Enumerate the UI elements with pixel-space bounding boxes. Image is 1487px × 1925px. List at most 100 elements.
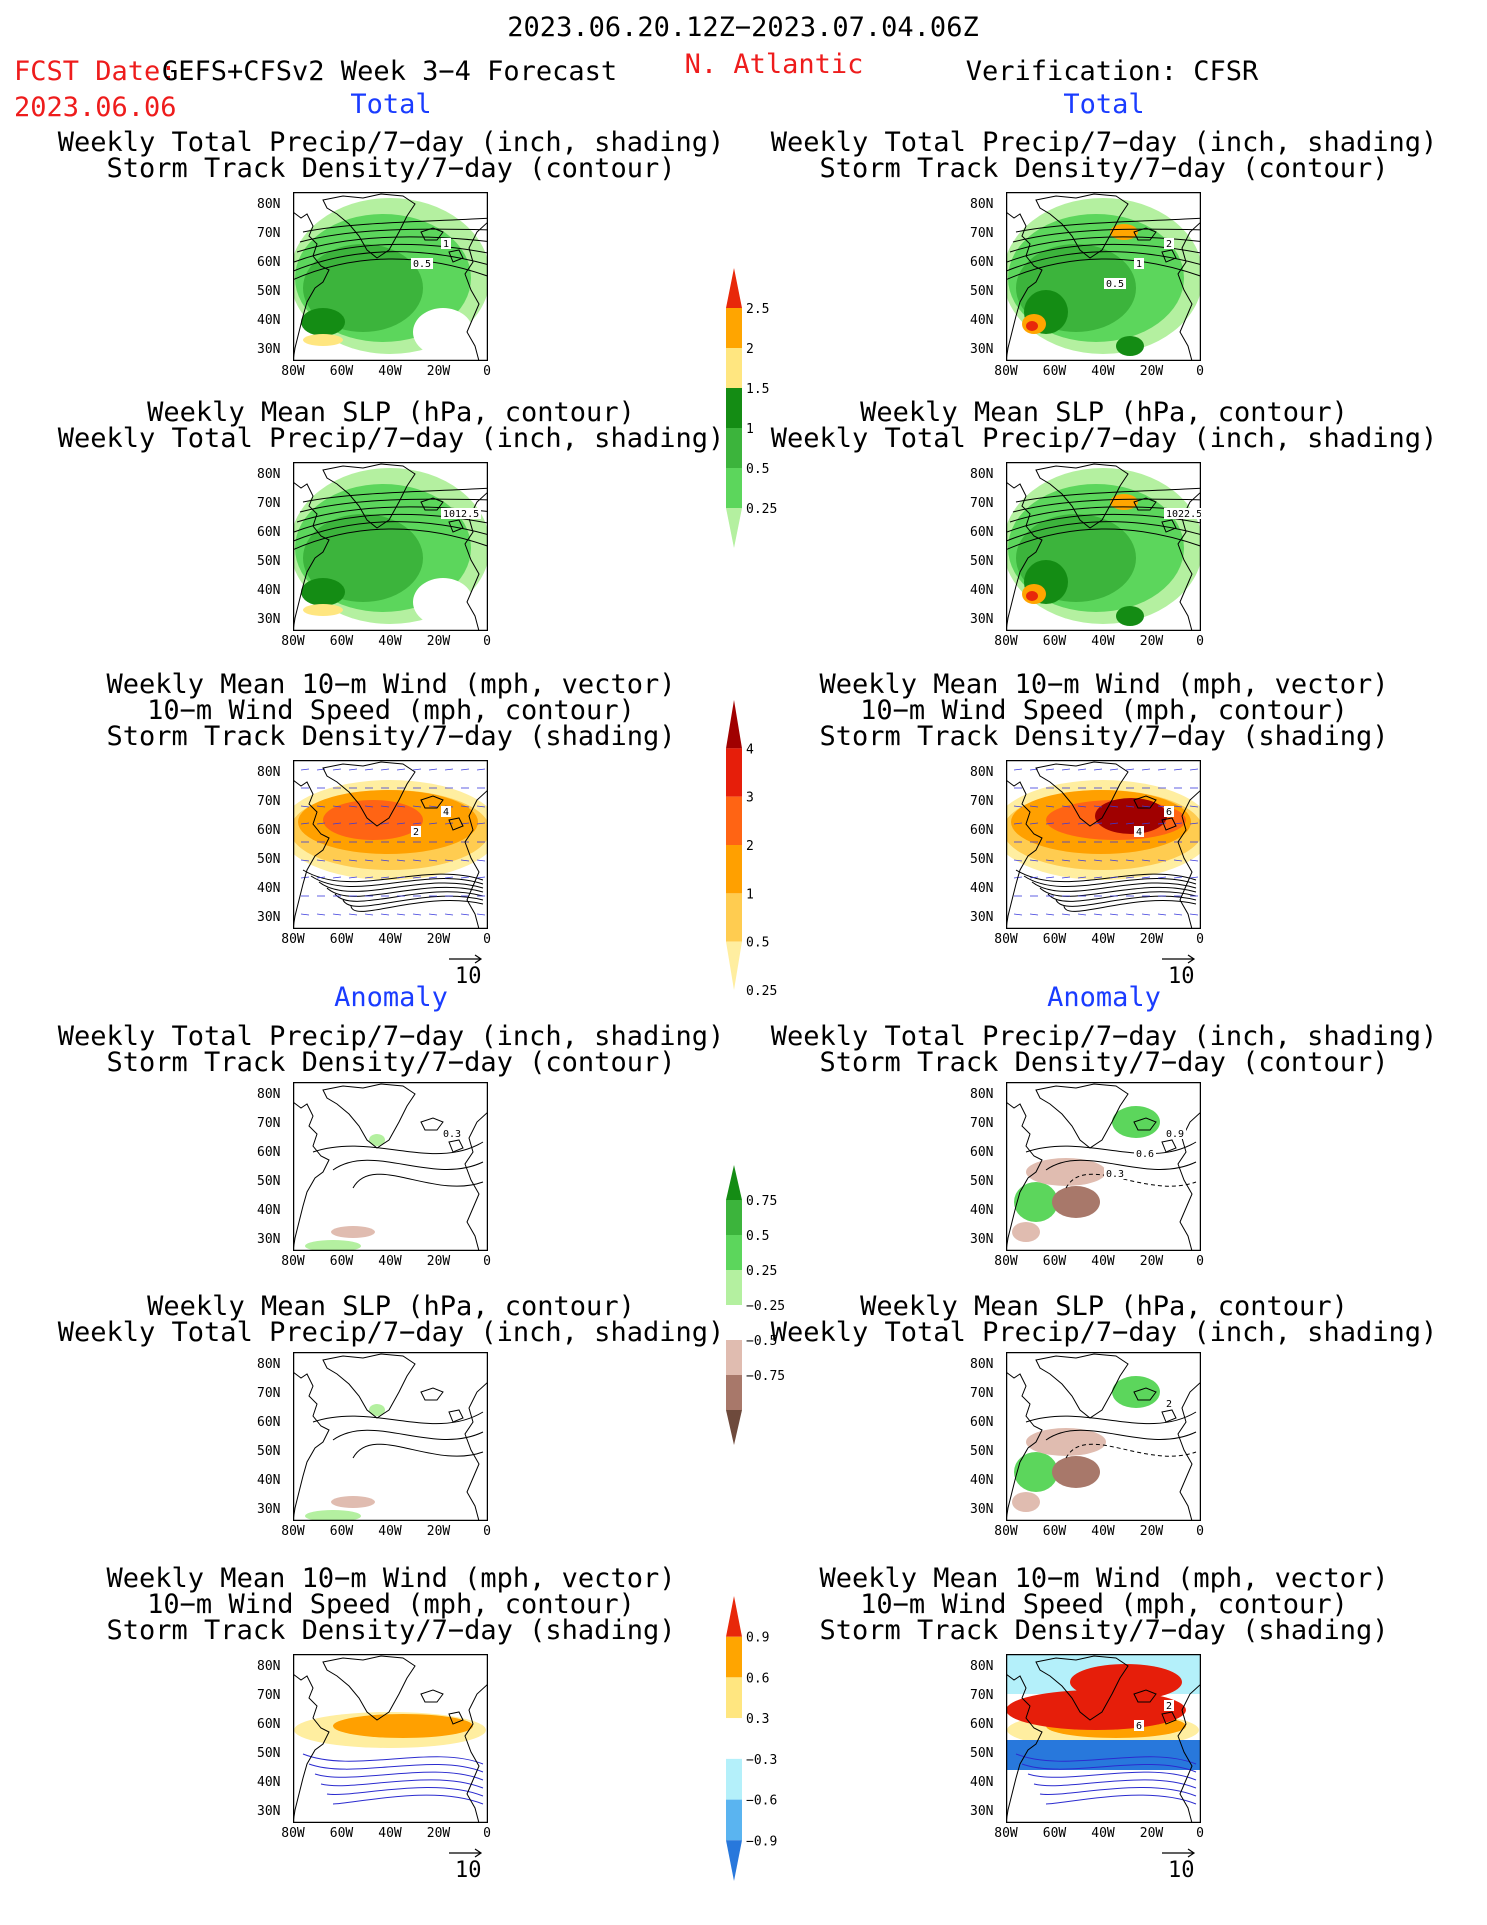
map-frame bbox=[292, 461, 489, 632]
colorbar-swatch bbox=[726, 1799, 742, 1841]
lon-tick-label: 40W bbox=[378, 364, 402, 379]
colorbar-swatch bbox=[726, 388, 742, 428]
lat-tick-label: 80N bbox=[970, 1357, 994, 1372]
coast-greenland bbox=[322, 1353, 416, 1419]
vector-reference: 10 bbox=[449, 1848, 483, 1883]
wind-vector bbox=[1093, 822, 1103, 825]
anom-wet-north bbox=[369, 1134, 385, 1146]
wind-vector bbox=[380, 913, 390, 916]
wind-vector bbox=[1141, 805, 1151, 808]
lat-tick-label: 40N bbox=[970, 583, 994, 598]
lon-tick-label: 0 bbox=[1196, 1524, 1204, 1539]
wind-vector bbox=[476, 768, 486, 771]
contour-label-bg bbox=[1134, 258, 1144, 269]
map-frame bbox=[292, 191, 489, 362]
lon-tick-label: 60W bbox=[329, 634, 354, 649]
panel-title-line: Weekly Total Precip/7−day (inch, shading… bbox=[57, 1021, 725, 1052]
wind-vector bbox=[1141, 913, 1151, 916]
wind-speed-contour-4 bbox=[1047, 891, 1197, 902]
coast-europe-africa bbox=[1177, 789, 1202, 930]
wind-speed-contour-6 bbox=[1063, 900, 1197, 912]
lat-tick-label: 80N bbox=[970, 765, 994, 780]
panel-title-line: Weekly Total Precip/7−day (inch, shading… bbox=[57, 127, 725, 158]
vector-reference-label: 10 bbox=[1168, 964, 1195, 989]
wind-speed-contour-3 bbox=[1039, 886, 1197, 897]
coast-british-isles bbox=[1161, 1711, 1177, 1725]
coast-greenland bbox=[1035, 1655, 1129, 1721]
coast-iceland bbox=[420, 227, 444, 241]
coast-iceland bbox=[1133, 497, 1157, 511]
wind-vector bbox=[1061, 822, 1071, 825]
panel-title-line: Storm Track Density/7−day (contour) bbox=[106, 1047, 676, 1078]
coastline bbox=[292, 1353, 489, 1522]
anom-wind-contour-2 bbox=[314, 1771, 484, 1781]
panel-title-line: 10−m Wind Speed (mph, contour) bbox=[860, 1589, 1348, 1620]
lat-tick-label: 60N bbox=[257, 1415, 281, 1430]
map-frame bbox=[1005, 1081, 1202, 1252]
anom-wind-contour-4 bbox=[326, 1786, 484, 1797]
lat-tick-label: 70N bbox=[257, 226, 281, 241]
lon-tick-label: 60W bbox=[1042, 1524, 1067, 1539]
lon-tick-label: 40W bbox=[378, 932, 402, 947]
anom-wind-contour-3 bbox=[320, 1779, 484, 1789]
coastline bbox=[292, 1655, 489, 1824]
coast-british-isles bbox=[1161, 1409, 1177, 1423]
lon-tick-label: 0 bbox=[483, 1826, 491, 1841]
contour-line-1 bbox=[1003, 251, 1207, 273]
lon-tick-label: 0 bbox=[1196, 932, 1204, 947]
coast-north-america bbox=[1005, 1101, 1043, 1252]
colorbar-swatch bbox=[726, 796, 742, 845]
contour-line-1 bbox=[290, 251, 494, 273]
coast-iceland bbox=[420, 1387, 444, 1401]
contour-line-4 bbox=[299, 498, 494, 513]
precip-shade-yellow bbox=[303, 334, 343, 346]
map-holder: 2 1 0.5 bbox=[1000, 191, 1207, 365]
reference-arrow-icon bbox=[1162, 1848, 1196, 1858]
contour-label: 0.5 bbox=[413, 259, 431, 270]
wind-vector bbox=[1077, 768, 1087, 771]
lat-tick-label: 60N bbox=[257, 525, 281, 540]
lat-tick-label: 70N bbox=[970, 1386, 994, 1401]
contour-label-bg bbox=[1134, 1148, 1156, 1159]
wind-vector bbox=[444, 913, 454, 916]
coast-greenland bbox=[1035, 193, 1129, 259]
lat-tick-label: 60N bbox=[257, 1145, 281, 1160]
precip-shade-south bbox=[1116, 336, 1144, 356]
lat-tick-label: 30N bbox=[970, 910, 994, 925]
panel-title-line: 10−m Wind Speed (mph, contour) bbox=[860, 695, 1348, 726]
coast-north-america bbox=[292, 1673, 330, 1824]
coast-greenland bbox=[322, 463, 416, 529]
wind-vector bbox=[460, 913, 470, 916]
anom-wet-south bbox=[305, 1240, 361, 1252]
contour-label: 0.5 bbox=[1106, 279, 1124, 290]
vector-reference-holder: 10 bbox=[1158, 951, 1208, 995]
wind-vector bbox=[1109, 876, 1119, 879]
map-holder: 0.9 0.6 0.3 bbox=[1005, 1081, 1202, 1255]
precip-shade-yellow bbox=[303, 604, 343, 616]
lon-tick-label: 80W bbox=[994, 932, 1018, 947]
lon-tick-label: 20W bbox=[426, 364, 451, 379]
lat-tick-label: 60N bbox=[257, 1717, 281, 1732]
panel-title-line: Weekly Total Precip/7−day (inch, shading… bbox=[770, 1021, 1438, 1052]
anom-dry-core bbox=[1052, 1186, 1100, 1218]
wind-vector bbox=[1109, 822, 1119, 825]
panel-title-line: Storm Track Density/7−day (contour) bbox=[819, 153, 1389, 184]
lon-tick-label: 20W bbox=[1139, 1524, 1164, 1539]
anom-contour-2 bbox=[352, 1173, 484, 1189]
contour-label-bg bbox=[411, 258, 433, 269]
anom-contour-1 bbox=[332, 1429, 484, 1441]
contour-label-bg bbox=[1164, 508, 1204, 519]
wind-vector bbox=[1141, 822, 1151, 825]
anom-track-pos-2 bbox=[333, 1714, 473, 1738]
contour-line-5 bbox=[302, 217, 494, 233]
wind-vector bbox=[1077, 859, 1087, 862]
anom-track-neg-south bbox=[1006, 1740, 1201, 1770]
colorbar-swatch bbox=[726, 700, 742, 749]
wind-vector bbox=[1045, 805, 1055, 808]
wind-vector bbox=[1141, 768, 1151, 771]
colorbar-swatch bbox=[726, 268, 742, 308]
lat-tick-label: 30N bbox=[970, 612, 994, 627]
lon-tick-label: 20W bbox=[1139, 364, 1164, 379]
lat-tick-label: 40N bbox=[970, 1775, 994, 1790]
coast-north-america bbox=[292, 481, 330, 632]
